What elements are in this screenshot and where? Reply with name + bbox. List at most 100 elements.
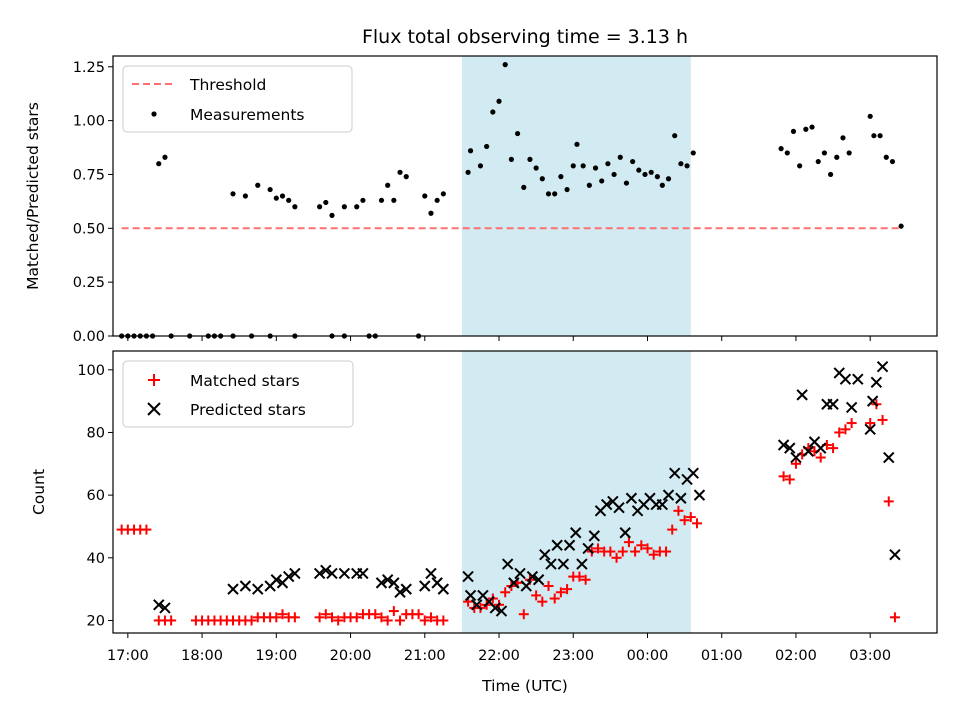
legend-measurements-swatch xyxy=(151,111,157,117)
measurement-point xyxy=(586,182,592,188)
predicted-stars-point xyxy=(326,567,338,580)
matched-stars-point xyxy=(314,612,325,623)
bottom-y-axis-label: Count xyxy=(30,469,48,515)
predicted-stars-point xyxy=(790,451,802,464)
y-tick-label: 1.25 xyxy=(73,60,105,76)
predicted-stars-point xyxy=(802,445,815,457)
matched-stars-point xyxy=(531,590,542,601)
predicted-stars-point xyxy=(693,489,706,501)
measurement-point xyxy=(574,141,580,147)
predicted-stars-point xyxy=(613,501,625,514)
matched-stars-point xyxy=(549,593,560,604)
measurement-point xyxy=(508,156,514,162)
measurement-point xyxy=(827,171,834,178)
predicted-stars-point xyxy=(425,567,437,580)
predicted-stars-point xyxy=(227,583,239,595)
predicted-stars-point xyxy=(239,580,252,592)
matched-stars-point xyxy=(611,552,622,563)
measurement-point xyxy=(605,161,611,167)
predicted-stars-point xyxy=(471,599,483,611)
predicted-stars-point xyxy=(462,570,474,583)
predicted-stars-point xyxy=(625,492,638,504)
matched-stars-point xyxy=(518,609,529,620)
measurement-point xyxy=(422,193,428,199)
matched-stars-point xyxy=(778,471,789,482)
measurement-point xyxy=(354,204,360,210)
matched-stars-point xyxy=(141,524,152,535)
measurement-point xyxy=(428,210,434,216)
predicted-stars-point xyxy=(419,580,431,592)
measurement-point xyxy=(496,98,502,104)
predicted-stars-point xyxy=(514,567,526,580)
measurement-point xyxy=(672,133,678,139)
predicted-stars-point xyxy=(619,527,631,539)
measurement-point xyxy=(809,124,815,130)
predicted-stars-point xyxy=(489,602,502,614)
matched-stars-point xyxy=(388,606,399,617)
matched-stars-point xyxy=(642,543,653,554)
predicted-stars-point xyxy=(576,558,588,570)
top-y-ticks: 0.00 0.25 0.50 0.75 1.00 1.25 xyxy=(73,60,113,345)
measurement-point xyxy=(255,182,261,188)
measurement-point xyxy=(230,191,236,197)
legend-threshold-label: Threshold xyxy=(189,76,266,94)
measurement-point xyxy=(898,223,904,229)
measurement-point xyxy=(286,197,292,203)
chart-title: Flux total observing time = 3.13 h xyxy=(362,26,688,48)
measurement-point xyxy=(623,180,630,186)
measurement-point xyxy=(292,204,298,210)
measurement-point xyxy=(564,186,570,193)
matched-stars-point xyxy=(592,543,603,554)
measurement-point xyxy=(267,186,273,193)
measurement-point xyxy=(867,113,873,119)
legend-matched-label: Matched stars xyxy=(190,372,300,390)
measurement-point xyxy=(533,165,539,171)
predicted-stars-point xyxy=(381,574,394,586)
measurement-point xyxy=(840,135,846,141)
measurement-point xyxy=(821,150,828,156)
predicted-stars-point xyxy=(876,360,889,373)
measurement-point xyxy=(834,154,840,160)
measurement-point xyxy=(378,197,385,203)
matched-stars-point xyxy=(815,452,826,463)
matched-stars-point xyxy=(673,505,684,516)
predicted-stars-point xyxy=(508,577,520,589)
predicted-stars-point xyxy=(600,498,613,511)
matched-stars-point xyxy=(648,549,659,560)
y-tick-label: 1.00 xyxy=(73,114,105,130)
matched-stars-point xyxy=(636,540,647,551)
matched-stars-point xyxy=(166,615,177,626)
matched-stars-point xyxy=(784,474,795,485)
predicted-stars-point xyxy=(870,376,883,389)
matched-stars-point xyxy=(828,443,839,454)
y-tick-label: 0.00 xyxy=(73,329,105,345)
measurement-point xyxy=(434,197,440,203)
measurement-point xyxy=(778,146,784,152)
predicted-stars-point xyxy=(656,498,669,511)
bottom-axes-frame xyxy=(112,350,938,634)
top-legend: Threshold Measurements xyxy=(122,65,353,133)
x-axis-label: Time (UTC) xyxy=(481,677,568,695)
legend-matched-swatch xyxy=(148,374,160,386)
measurement-point xyxy=(527,156,533,162)
measurement-point xyxy=(659,182,665,188)
measurement-point xyxy=(592,165,599,171)
measurement-points xyxy=(119,62,904,339)
predicted-stars-point xyxy=(375,577,388,589)
predicted-stars-point xyxy=(570,527,582,539)
x-tick-label: 20:00 xyxy=(330,648,372,664)
measurement-point xyxy=(465,169,471,175)
measurement-point xyxy=(642,171,648,178)
bottom-y-ticks: 20 40 60 80 100 xyxy=(77,363,113,629)
predicted-stars-point xyxy=(845,401,858,414)
predicted-stars-point xyxy=(784,442,796,454)
predicted-stars-point xyxy=(252,583,264,595)
matched-stars-point xyxy=(413,609,424,620)
bottom-panel: 20 40 60 80 100 17:00 18:00 19:00 20:00 21:00 22:… xyxy=(30,350,938,695)
measurement-point xyxy=(539,176,545,182)
matched-stars-point xyxy=(289,612,300,623)
matched-stars-point xyxy=(537,596,548,607)
y-tick-label: 80 xyxy=(87,425,105,441)
predicted-stars-point xyxy=(814,442,827,454)
